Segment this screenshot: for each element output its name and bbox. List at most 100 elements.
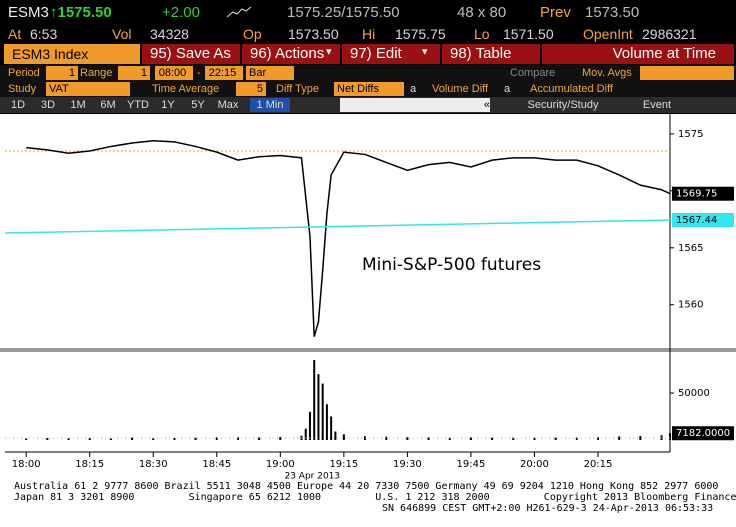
bar-select[interactable]: Bar xyxy=(246,66,294,80)
time-average-label: Time Average xyxy=(152,83,220,95)
range-input[interactable]: 1 xyxy=(118,66,150,80)
panel-separator xyxy=(0,348,736,352)
period-tab[interactable]: Max xyxy=(217,99,239,111)
value-label-box xyxy=(672,186,734,201)
low-label: Lo xyxy=(474,26,490,42)
volume-diff[interactable]: Volume Diff xyxy=(432,83,489,95)
y-tick-label: 50000 xyxy=(678,388,710,399)
time-label: At xyxy=(8,26,22,42)
last-price: ↑1575.50 xyxy=(50,4,112,21)
price-line xyxy=(4,219,671,234)
change: +2.00 xyxy=(162,4,200,21)
period-tab[interactable]: 1M xyxy=(70,99,86,111)
volume-bar xyxy=(639,436,642,440)
date-label: 23 Apr 2013 xyxy=(284,472,340,482)
value-label: 1569.75 xyxy=(676,189,717,200)
footer-line: SN 646899 CEST GMT+2:00 H261-629-3 24-Ap… xyxy=(382,503,714,514)
save-as-button[interactable]: 95) Save As xyxy=(142,44,240,64)
vol-label: Vol xyxy=(112,26,132,42)
volume-bar xyxy=(533,437,536,440)
volume-bar xyxy=(512,437,515,440)
x-tick-label: 18:30 xyxy=(139,459,168,470)
volume-bar xyxy=(308,411,311,440)
volume-bar xyxy=(669,433,671,440)
security-study[interactable]: Security/Study xyxy=(527,99,599,111)
volume-bar xyxy=(131,437,134,440)
value-label: 7182.0000 xyxy=(676,428,730,439)
period-tab[interactable]: YTD xyxy=(127,99,149,111)
volume-bar xyxy=(321,383,324,440)
x-tick-label: 18:00 xyxy=(12,459,41,470)
start-input[interactable]: 08:00 xyxy=(155,66,193,80)
period-tab[interactable]: 1D xyxy=(10,99,26,111)
volume-bar xyxy=(575,437,578,440)
volume-bar xyxy=(279,436,282,440)
mov-avgs-box[interactable] xyxy=(640,66,734,80)
x-tick-label: 18:45 xyxy=(202,459,231,470)
volume-bar xyxy=(304,428,307,440)
period-tab[interactable]: 5Y xyxy=(191,99,205,111)
volume-bar xyxy=(317,374,320,440)
value-label: 1567.44 xyxy=(676,215,717,226)
volume-bar xyxy=(67,438,70,440)
actions-button[interactable]: 96) Actions xyxy=(242,44,340,64)
x-tick-label: 20:00 xyxy=(520,459,549,470)
volume-bar xyxy=(88,437,91,440)
period-tab[interactable]: 6M xyxy=(100,99,116,111)
volume-bar xyxy=(194,437,197,440)
study-label: Study xyxy=(8,83,37,95)
volume-bar xyxy=(313,360,316,440)
period-tab[interactable]: 3D xyxy=(40,99,56,111)
volume-bar xyxy=(554,437,557,440)
dropdown-arrow: ▾ xyxy=(422,46,428,58)
mov-avgs[interactable]: Mov. Avgs xyxy=(582,67,632,79)
volume-bar xyxy=(596,437,599,440)
low: 1571.50 xyxy=(503,26,554,42)
volume-bar xyxy=(152,438,155,440)
volume: 34328 xyxy=(150,26,189,42)
diff-type-label: Diff Type xyxy=(276,83,320,95)
period-tab[interactable]: 1Y xyxy=(161,99,175,111)
a-marker: a xyxy=(410,83,417,95)
volume-bar xyxy=(330,416,333,440)
time: 6:53 xyxy=(30,26,58,42)
compare[interactable]: Compare xyxy=(510,67,556,79)
open-interest: 2986321 xyxy=(642,26,697,42)
volume-bar xyxy=(618,436,621,440)
x-tick-label: 19:00 xyxy=(266,459,295,470)
table-button[interactable]: 98) Table xyxy=(442,44,540,64)
period-input[interactable]: 1 xyxy=(46,66,78,80)
volume-bar xyxy=(448,437,451,440)
event[interactable]: Event xyxy=(642,99,672,111)
footer-line: Japan 81 3 3201 8900 Singapore 65 6212 1… xyxy=(14,492,736,503)
footer-background xyxy=(0,480,736,527)
function-title: Volume at Time xyxy=(542,44,734,64)
value-label-box xyxy=(672,426,734,441)
size: 48 x 80 xyxy=(457,4,507,21)
price-line xyxy=(26,140,671,337)
edit-button[interactable]: 97) Edit xyxy=(342,44,440,64)
interval-select[interactable]: 1 Min xyxy=(250,98,290,112)
collapse-box[interactable]: « xyxy=(340,98,490,112)
open-label: Op xyxy=(243,26,262,42)
security-box[interactable]: ESM3 Index xyxy=(4,44,140,64)
volume-bar xyxy=(491,437,494,440)
x-tick-label: 19:15 xyxy=(329,459,358,470)
volume-bar xyxy=(385,436,388,440)
time-average-input[interactable]: 5 xyxy=(236,82,266,96)
volume-bar xyxy=(342,434,345,440)
volume-bar xyxy=(46,438,49,440)
x-tick-label: 19:45 xyxy=(457,459,486,470)
y-tick-label: 1560 xyxy=(678,300,703,311)
volume-bar xyxy=(258,437,261,440)
volume-bar xyxy=(109,438,112,440)
study-select[interactable]: VAT xyxy=(46,82,130,96)
accumulated-diff[interactable]: Accumulated Diff xyxy=(530,83,613,95)
high: 1575.75 xyxy=(395,26,446,42)
diff-type-select[interactable]: Net Diffs xyxy=(334,82,404,96)
a-marker: a xyxy=(504,83,511,95)
end-input[interactable]: 22:15 xyxy=(205,66,243,80)
volume-bar xyxy=(215,437,218,440)
